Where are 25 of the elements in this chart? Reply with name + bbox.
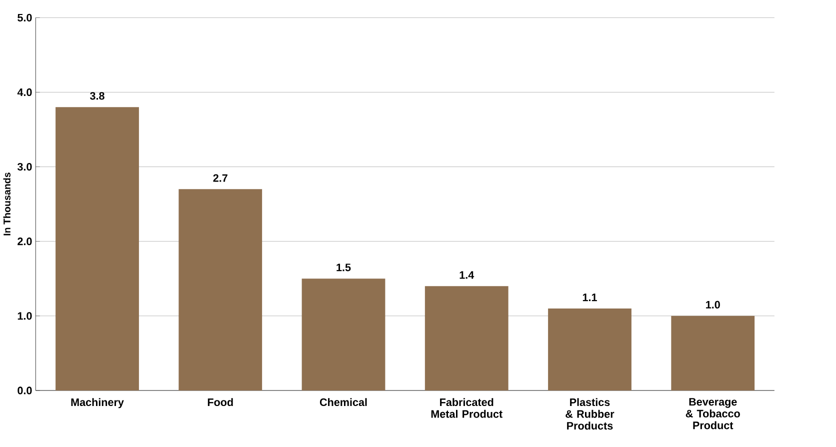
bar bbox=[671, 316, 755, 390]
data-label: 2.7 bbox=[213, 174, 228, 182]
y-axis-title: In Thousands bbox=[3, 172, 10, 236]
data-label: 3.8 bbox=[90, 92, 104, 100]
bar bbox=[548, 308, 632, 390]
x-tick-label: Chemical bbox=[320, 398, 367, 406]
y-tick-label: 1.0 bbox=[18, 312, 32, 320]
x-tick-label: Food bbox=[208, 398, 233, 406]
y-tick-label: 5.0 bbox=[18, 14, 32, 22]
x-tick-label: Fabricated Metal Product bbox=[431, 398, 502, 418]
bar bbox=[302, 278, 386, 390]
y-tick-label: 4.0 bbox=[17, 88, 32, 96]
x-tick-label: Machinery bbox=[71, 398, 124, 408]
x-tick-label: Plastics & Rubber Products bbox=[566, 398, 614, 430]
y-tick-label: 2.0 bbox=[18, 237, 32, 245]
bar bbox=[56, 106, 139, 390]
data-label: 1.4 bbox=[460, 271, 474, 279]
y-tick-label: 3.0 bbox=[17, 162, 32, 170]
bar bbox=[424, 286, 508, 390]
x-tick-label: Beverage & Tobacco Product bbox=[686, 398, 740, 430]
y-tick-label: 0.0 bbox=[18, 386, 32, 394]
data-label: 1.1 bbox=[582, 293, 597, 301]
data-label: 1.0 bbox=[706, 300, 720, 308]
bar bbox=[178, 188, 262, 390]
data-label: 1.5 bbox=[336, 264, 351, 272]
